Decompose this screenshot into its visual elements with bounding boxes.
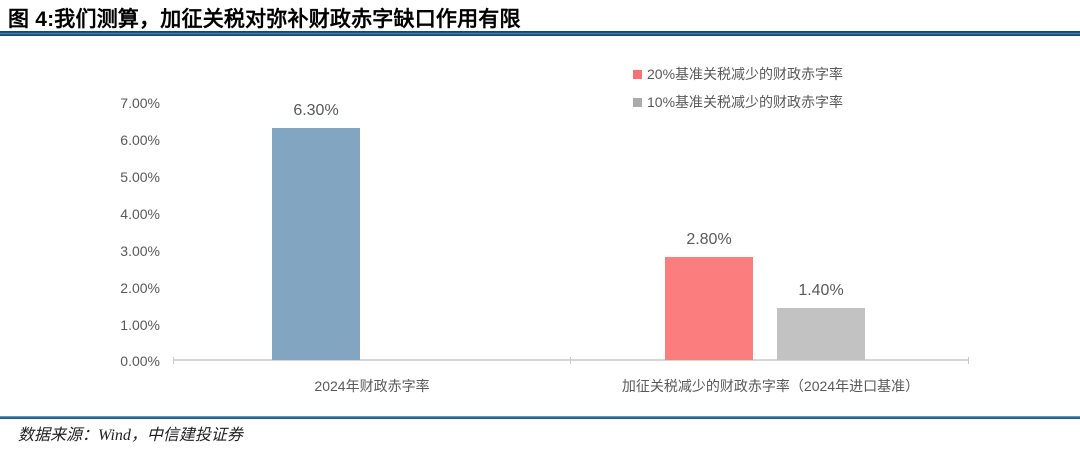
y-axis-tick-label: 2.00%: [120, 280, 160, 296]
legend-item-10pct: 10%基准关税减少的财政赤字率: [633, 92, 843, 112]
y-axis-tick-label: 4.00%: [120, 206, 160, 222]
y-axis-tick-label: 6.00%: [120, 132, 160, 148]
bar-10pct-tariff-reduction: [777, 308, 865, 360]
title-divider: [0, 31, 1080, 36]
x-axis-label-category-1: 2024年财政赤字率: [314, 378, 430, 394]
footer-divider: [0, 416, 1080, 419]
bar-20pct-tariff-reduction: [665, 257, 753, 360]
legend-item-20pct: 20%基准关税减少的财政赤字率: [633, 64, 843, 84]
page-title: 图 4:我们测算，加征关税对弥补财政赤字缺口作用有限: [8, 8, 521, 31]
legend-label-10pct: 10%基准关税减少的财政赤字率: [647, 94, 844, 110]
x-axis-label-category-2: 加征关税减少的财政赤字率（2024年进口基准）: [621, 378, 920, 394]
bar-2024-fiscal-deficit: [272, 128, 360, 360]
bar-value-label: 6.30%: [293, 102, 339, 119]
axis-tick: [173, 357, 174, 364]
legend-swatch-10pct-icon: [633, 97, 642, 107]
x-axis-line: [173, 359, 969, 361]
legend-label-20pct: 20%基准关税减少的财政赤字率: [647, 66, 844, 82]
chart-legend: 20%基准关税减少的财政赤字率 10%基准关税减少的财政赤字率: [633, 64, 843, 120]
bar-value-label: 1.40%: [798, 282, 844, 299]
y-axis-tick-label: 1.00%: [120, 317, 160, 333]
y-axis-tick-label: 7.00%: [120, 95, 160, 111]
data-source-note: 数据来源：Wind，中信建投证券: [18, 427, 243, 444]
axis-tick: [968, 357, 969, 364]
legend-swatch-20pct-icon: [633, 69, 642, 79]
y-axis-tick-label: 5.00%: [120, 169, 160, 185]
bar-value-label: 2.80%: [686, 231, 732, 248]
axis-tick: [570, 357, 571, 364]
y-axis-tick-label: 0.00%: [120, 353, 160, 369]
y-axis-tick-label: 3.00%: [120, 243, 160, 259]
